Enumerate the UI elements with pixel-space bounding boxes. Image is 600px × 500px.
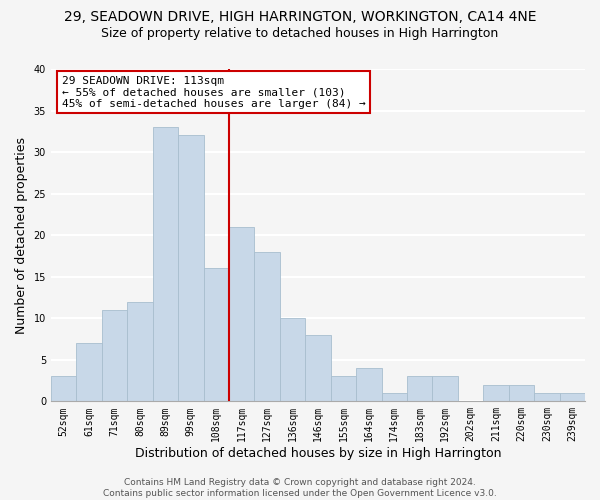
Bar [102,310,127,402]
Bar [509,384,534,402]
Bar [483,384,509,402]
Bar [76,343,102,402]
Bar [51,376,76,402]
Bar [203,268,229,402]
Text: Contains HM Land Registry data © Crown copyright and database right 2024.
Contai: Contains HM Land Registry data © Crown c… [103,478,497,498]
Bar [534,393,560,402]
Bar [254,252,280,402]
Bar [382,393,407,402]
Bar [356,368,382,402]
Bar [407,376,433,402]
Text: 29, SEADOWN DRIVE, HIGH HARRINGTON, WORKINGTON, CA14 4NE: 29, SEADOWN DRIVE, HIGH HARRINGTON, WORK… [64,10,536,24]
Bar [331,376,356,402]
Y-axis label: Number of detached properties: Number of detached properties [15,136,28,334]
Bar [127,302,152,402]
Bar [280,318,305,402]
Text: Size of property relative to detached houses in High Harrington: Size of property relative to detached ho… [101,28,499,40]
Bar [433,376,458,402]
Text: 29 SEADOWN DRIVE: 113sqm
← 55% of detached houses are smaller (103)
45% of semi-: 29 SEADOWN DRIVE: 113sqm ← 55% of detach… [62,76,365,109]
Bar [560,393,585,402]
Bar [152,127,178,402]
Bar [178,136,203,402]
X-axis label: Distribution of detached houses by size in High Harrington: Distribution of detached houses by size … [135,447,501,460]
Bar [305,335,331,402]
Bar [229,227,254,402]
